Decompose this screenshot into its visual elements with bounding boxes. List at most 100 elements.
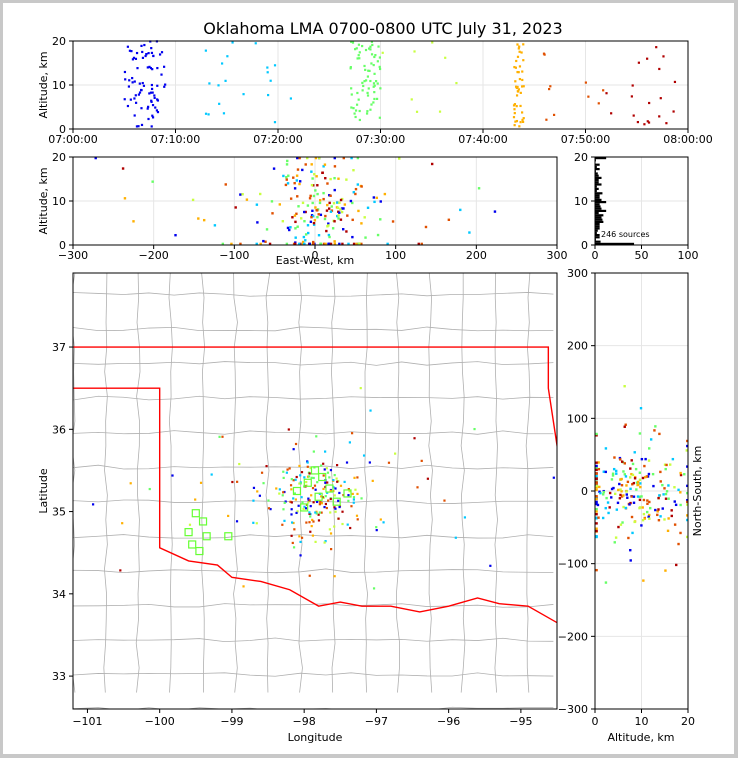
ew-altitude-point xyxy=(327,224,330,227)
time-height-point xyxy=(655,46,658,49)
alt-ns-point xyxy=(595,461,598,464)
histogram-bar xyxy=(595,157,607,160)
ew-altitude-point xyxy=(326,182,329,185)
alt-ns-point xyxy=(597,461,600,464)
alt-ns-point xyxy=(632,495,636,498)
plan-view-point xyxy=(288,467,291,470)
time-height-point xyxy=(147,117,150,121)
ew-altitude-point xyxy=(294,220,297,224)
alt-ns-point xyxy=(644,475,647,479)
ew-tick-label: −200 xyxy=(139,249,169,262)
ew-altitude-point xyxy=(302,235,306,239)
time-height-point xyxy=(142,84,146,87)
plan-view-point xyxy=(306,461,309,464)
plan-view-point xyxy=(292,521,295,525)
time-height-point xyxy=(515,119,519,123)
ns-tick-label: 0 xyxy=(581,485,588,498)
ew-altitude-point xyxy=(264,240,267,243)
ew-altitude-point xyxy=(311,201,314,205)
time-height-point xyxy=(207,113,210,116)
ew-altitude-point xyxy=(430,162,434,166)
altitude-ns-ylabel: North-South, km xyxy=(691,446,704,537)
alt-ns-point xyxy=(633,451,636,454)
time-tick-label: 07:00:00 xyxy=(48,133,97,146)
lma-station-marker xyxy=(303,478,312,487)
plan-view-point xyxy=(335,464,339,467)
plan-view-point xyxy=(320,495,323,498)
longitude-tick-label: −98 xyxy=(293,715,316,728)
ew-altitude-point xyxy=(298,182,301,186)
ew-altitude-point xyxy=(343,203,347,206)
ew-altitude-point xyxy=(291,216,294,219)
ew-altitude-point xyxy=(224,183,227,186)
alt-ns-point xyxy=(664,492,668,496)
plan-view-point xyxy=(324,450,327,453)
time-height-point xyxy=(356,91,359,95)
ew-altitude-point xyxy=(351,218,354,222)
alt-ns-point xyxy=(618,482,621,486)
time-height-point xyxy=(133,114,136,117)
alt-ns-point xyxy=(632,501,636,504)
county-line xyxy=(73,672,554,677)
ew-altitude-point xyxy=(349,199,353,203)
time-height-point xyxy=(147,52,150,55)
alt-ns-point xyxy=(679,471,682,475)
time-tick-label: 07:40:00 xyxy=(458,133,507,146)
time-height-point xyxy=(273,121,277,124)
time-height-point xyxy=(127,85,131,88)
alt-ns-point xyxy=(656,513,659,517)
time-height-point xyxy=(156,110,160,114)
time-height-point xyxy=(153,94,156,97)
time-height-point xyxy=(521,118,524,121)
lma-station-marker xyxy=(300,503,309,512)
histogram-bar xyxy=(595,163,600,166)
ew-altitude-point xyxy=(256,221,259,224)
time-height-point xyxy=(350,40,353,43)
plan-view-point xyxy=(297,504,300,507)
time-height-point xyxy=(135,125,139,128)
plan-view-point xyxy=(320,464,323,467)
alt-ns-point xyxy=(595,434,598,437)
plan-view-point xyxy=(350,505,353,508)
time-height-point xyxy=(521,85,524,88)
ew-altitude-point xyxy=(306,224,310,227)
alt-ns-point xyxy=(646,502,649,505)
time-height-point xyxy=(158,53,162,56)
plan-view-point xyxy=(420,459,423,462)
histogram-bar xyxy=(595,207,602,210)
alt-ns-point xyxy=(613,456,616,459)
histogram-bar xyxy=(595,227,600,230)
plan-view-point xyxy=(335,477,338,480)
plan-view-point xyxy=(326,491,329,494)
ew-altitude-point xyxy=(342,156,345,160)
plan-view-point xyxy=(345,461,349,464)
plan-view-point xyxy=(322,462,325,465)
alt-ns-point xyxy=(620,477,623,481)
alt-ns-point xyxy=(646,499,649,502)
alt-ns-point xyxy=(630,495,633,498)
plan-view-point xyxy=(332,479,335,482)
county-line xyxy=(73,326,554,332)
plan-view-point xyxy=(369,409,372,412)
alt-ns-point xyxy=(631,483,634,486)
plan-view-point xyxy=(348,441,351,444)
time-height-point xyxy=(358,118,361,122)
ew-altitude-point xyxy=(284,183,288,187)
alt-ns-point xyxy=(617,488,620,492)
time-height-point xyxy=(131,58,135,61)
plan-view-point xyxy=(489,564,492,567)
time-height-point xyxy=(518,45,521,48)
ew-altitude-point xyxy=(327,233,331,237)
alt-ns-point xyxy=(628,503,631,506)
time-height-point xyxy=(363,64,366,68)
ew-altitude-point xyxy=(331,227,335,230)
plan-view-point xyxy=(362,454,366,457)
histogram-bar xyxy=(595,240,601,243)
alt-ns-point xyxy=(658,432,661,436)
time-height-point xyxy=(364,48,368,52)
ew-altitude-point xyxy=(336,206,340,210)
ew-altitude-point xyxy=(281,219,285,223)
alt-ns-point xyxy=(670,514,673,518)
ew-altitude-point xyxy=(351,235,354,239)
alt-ns-point xyxy=(622,505,625,509)
